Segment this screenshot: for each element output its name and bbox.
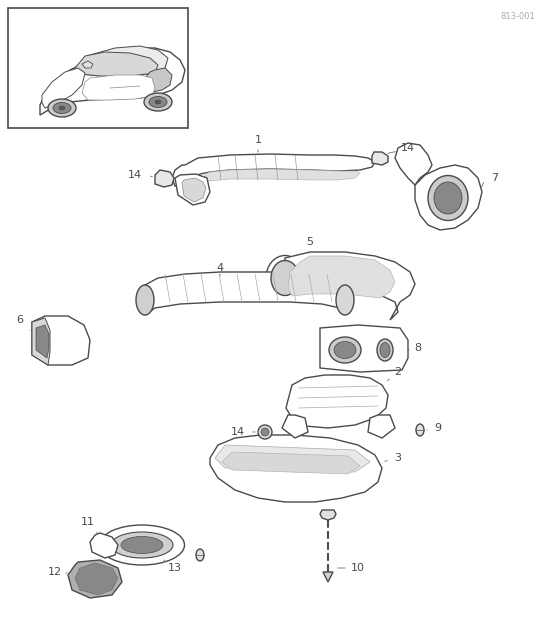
Polygon shape: [42, 68, 85, 108]
Text: 12: 12: [48, 567, 62, 577]
Polygon shape: [320, 510, 336, 520]
Polygon shape: [68, 560, 122, 598]
Ellipse shape: [111, 532, 173, 558]
Polygon shape: [75, 52, 158, 76]
Text: 3: 3: [395, 453, 402, 463]
Polygon shape: [175, 174, 210, 205]
Polygon shape: [285, 252, 415, 320]
Polygon shape: [145, 272, 345, 315]
Ellipse shape: [155, 100, 161, 104]
Text: 11: 11: [81, 517, 95, 527]
Text: 5: 5: [306, 237, 313, 247]
Ellipse shape: [258, 425, 272, 439]
Polygon shape: [90, 533, 118, 558]
Polygon shape: [36, 325, 49, 358]
Text: 8: 8: [414, 343, 422, 353]
Polygon shape: [40, 48, 185, 115]
Text: 6: 6: [16, 315, 23, 325]
Ellipse shape: [428, 175, 468, 220]
Ellipse shape: [261, 428, 269, 436]
Ellipse shape: [271, 261, 299, 296]
Ellipse shape: [266, 256, 304, 301]
Ellipse shape: [53, 102, 71, 114]
Ellipse shape: [377, 339, 393, 361]
Text: 7: 7: [492, 173, 499, 183]
Ellipse shape: [329, 337, 361, 363]
Text: 1: 1: [255, 135, 262, 145]
Polygon shape: [172, 154, 375, 188]
Polygon shape: [368, 415, 395, 438]
Polygon shape: [145, 68, 172, 92]
Polygon shape: [82, 75, 155, 100]
Polygon shape: [222, 452, 360, 474]
Ellipse shape: [416, 424, 424, 436]
Ellipse shape: [121, 536, 163, 553]
Polygon shape: [288, 256, 395, 298]
Polygon shape: [155, 170, 174, 187]
Polygon shape: [210, 435, 382, 502]
Polygon shape: [32, 318, 50, 365]
Polygon shape: [415, 165, 482, 230]
Polygon shape: [286, 375, 388, 428]
Text: 813-001: 813-001: [500, 12, 535, 21]
Text: 10: 10: [351, 563, 365, 573]
Ellipse shape: [196, 549, 204, 561]
Text: 13: 13: [168, 563, 182, 573]
Ellipse shape: [434, 182, 462, 214]
Polygon shape: [75, 46, 168, 76]
Bar: [8, 8, 188, 128]
Polygon shape: [323, 572, 333, 582]
Polygon shape: [205, 169, 360, 181]
Text: 14: 14: [128, 170, 142, 180]
Text: 2: 2: [395, 367, 402, 377]
Ellipse shape: [380, 342, 390, 357]
Polygon shape: [215, 445, 370, 472]
Ellipse shape: [334, 342, 356, 359]
Polygon shape: [282, 415, 308, 438]
Ellipse shape: [149, 97, 167, 107]
Polygon shape: [372, 152, 388, 165]
Polygon shape: [320, 325, 408, 372]
Text: 14: 14: [401, 143, 415, 153]
Ellipse shape: [100, 525, 185, 565]
Text: 9: 9: [434, 423, 441, 433]
Polygon shape: [182, 178, 206, 202]
Ellipse shape: [48, 99, 76, 117]
Text: 14: 14: [231, 427, 245, 437]
Polygon shape: [82, 61, 93, 68]
Polygon shape: [395, 143, 432, 185]
Ellipse shape: [336, 285, 354, 315]
Polygon shape: [75, 563, 118, 595]
Ellipse shape: [136, 285, 154, 315]
Ellipse shape: [144, 93, 172, 111]
Polygon shape: [32, 316, 90, 365]
Ellipse shape: [59, 106, 65, 110]
Text: 4: 4: [216, 263, 223, 273]
